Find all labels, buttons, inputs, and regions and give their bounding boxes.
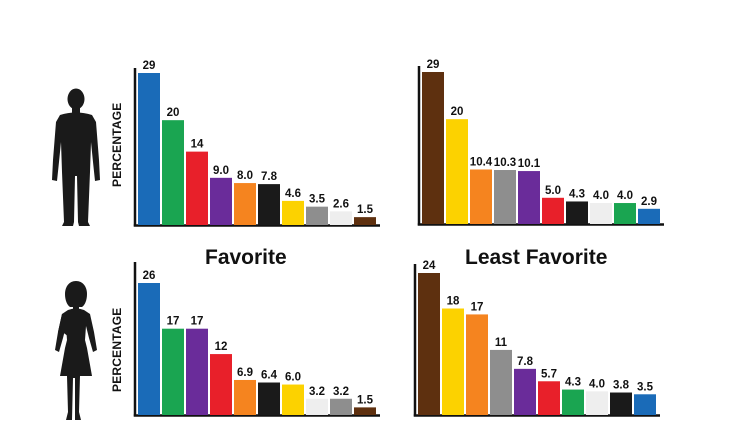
chart-men-least-favorite-bar-yellow xyxy=(446,119,468,224)
chart-men-favorite-data-label: 4.6 xyxy=(285,188,301,200)
chart-men-least-favorite-data-label: 5.0 xyxy=(545,185,561,197)
chart-women-least-favorite: 24 18 17 11 7.8 5.7 4.3 4.0 3.8 3.5 xyxy=(413,260,660,417)
chart-women-least-favorite-bar-orange xyxy=(466,314,488,415)
chart-women-favorite-data-label: 12 xyxy=(215,341,228,353)
chart-men-least-favorite-bar-purple xyxy=(518,171,540,224)
chart-women-favorite-data-label: 3.2 xyxy=(309,386,325,398)
chart-men-favorite-bar-gray xyxy=(306,206,328,225)
chart-men-favorite-data-label: 7.8 xyxy=(261,171,278,183)
chart-women-least-favorite-data-label: 5.7 xyxy=(541,368,557,380)
chart-men-least-favorite-bar-blue xyxy=(638,208,660,224)
chart-women-favorite-bar-yellow xyxy=(282,384,304,415)
chart-men-favorite-data-label: 8.0 xyxy=(237,170,253,182)
chart-women-favorite-bar-black xyxy=(258,382,280,415)
chart-women-favorite-bar-gray xyxy=(330,398,352,415)
chart-men-favorite-bar-purple xyxy=(210,177,232,225)
chart-men-least-favorite-bar-brown xyxy=(422,72,444,224)
chart-women-favorite-data-label: 6.0 xyxy=(285,372,301,384)
chart-men-favorite-bar-blue xyxy=(138,73,160,225)
chart-women-least-favorite-data-label: 4.3 xyxy=(565,377,581,389)
chart-women-favorite: 26 17 17 12 6.9 6.4 6.0 3.2 3.2 1.5 xyxy=(133,262,380,417)
chart-men-least-favorite-bar-gray xyxy=(494,170,516,224)
chart-women-least-favorite-data-label: 4.0 xyxy=(589,378,605,390)
chart-women-favorite-data-label: 17 xyxy=(191,316,204,328)
chart-women-favorite-bar-purple xyxy=(186,328,208,415)
chart-women-favorite-bar-green xyxy=(162,328,184,415)
chart-men-favorite-data-label: 20 xyxy=(167,107,180,119)
chart-women-least-favorite-data-label: 7.8 xyxy=(517,356,534,368)
chart-men-least-favorite-data-label: 10.3 xyxy=(494,157,516,169)
chart-women-favorite-bar-orange xyxy=(234,379,256,415)
chart-women-favorite-data-label: 26 xyxy=(143,270,156,282)
chart-women-least-favorite-bar-yellow xyxy=(442,308,464,415)
chart-men-least-favorite-data-label: 20 xyxy=(451,106,464,118)
chart-women-least-favorite-data-label: 18 xyxy=(447,296,460,308)
least-favorite-heading: Least Favorite xyxy=(465,246,608,269)
chart-women-favorite-data-label: 17 xyxy=(167,316,180,328)
chart-women-favorite-bar-blue xyxy=(138,283,160,415)
chart-women-favorite-bar-brown xyxy=(354,407,376,415)
chart-men-favorite-bar-red xyxy=(186,151,208,225)
chart-women-favorite-data-label: 6.9 xyxy=(237,367,253,379)
chart-men-least-favorite: 29 20 10.4 10.3 10.1 5.0 4.3 4.0 4.0 2.9 xyxy=(417,59,664,226)
chart-women-least-favorite-bar-white xyxy=(586,391,608,415)
chart-men-favorite-bar-brown xyxy=(354,217,376,225)
chart-men-least-favorite-data-label: 10.4 xyxy=(470,156,493,168)
chart-women-favorite-bar-red xyxy=(210,354,232,415)
chart-women-least-favorite-bar-purple xyxy=(514,368,536,415)
chart-women-least-favorite-bar-green xyxy=(562,389,584,415)
chart-men-least-favorite-data-label: 4.0 xyxy=(593,190,609,202)
chart-men-least-favorite-data-label: 29 xyxy=(427,59,440,71)
chart-women-favorite-data-label: 3.2 xyxy=(333,386,349,398)
favorite-heading: Favorite xyxy=(205,246,287,269)
chart-men-favorite-data-label: 2.6 xyxy=(333,198,349,210)
chart-men-least-favorite-bar-black xyxy=(566,201,588,224)
man-silhouette-icon xyxy=(52,88,100,226)
chart-women-least-favorite-data-label: 3.8 xyxy=(613,380,630,392)
chart-women-least-favorite-data-label: 24 xyxy=(423,260,436,272)
chart-women-least-favorite-bar-black xyxy=(610,392,632,415)
chart-men-least-favorite-bar-orange xyxy=(470,169,492,224)
chart-men-favorite-bar-white xyxy=(330,211,352,225)
chart-women-least-favorite-bar-brown xyxy=(418,273,440,415)
chart-men-least-favorite-data-label: 4.3 xyxy=(569,188,585,200)
chart-women-least-favorite-bar-blue xyxy=(634,394,656,415)
chart-men-least-favorite-data-label: 10.1 xyxy=(518,158,541,170)
chart-women-favorite-data-label: 6.4 xyxy=(261,370,278,382)
chart-men-favorite-bar-black xyxy=(258,184,280,225)
chart-men-favorite-data-label: 14 xyxy=(191,139,204,151)
chart-women-favorite-bar-white xyxy=(306,398,328,415)
chart-men-favorite: 29 20 14 9.0 8.0 7.8 4.6 3.5 2.6 1.5 xyxy=(133,60,380,227)
chart-men-least-favorite-bar-white xyxy=(590,203,612,224)
chart-men-least-favorite-bar-red xyxy=(542,197,564,224)
chart-women-favorite-data-label: 1.5 xyxy=(357,394,374,406)
chart-men-favorite-data-label: 1.5 xyxy=(357,204,374,216)
chart-men-least-favorite-bar-green xyxy=(614,203,636,224)
chart-women-least-favorite-data-label: 3.5 xyxy=(637,381,654,393)
chart-women-least-favorite-data-label: 17 xyxy=(471,301,484,313)
chart-women-least-favorite-bar-gray xyxy=(490,349,512,415)
chart-women-least-favorite-data-label: 11 xyxy=(495,337,508,349)
chart-men-favorite-data-label: 29 xyxy=(143,60,156,72)
chart-men-favorite-data-label: 3.5 xyxy=(309,194,326,206)
chart-men-favorite-data-label: 9.0 xyxy=(213,165,229,177)
chart-men-favorite-bar-orange xyxy=(234,183,256,225)
woman-silhouette-icon xyxy=(55,281,97,420)
chart-men-least-favorite-data-label: 4.0 xyxy=(617,190,633,202)
chart-men-least-favorite-data-label: 2.9 xyxy=(641,196,657,208)
chart-men-favorite-bar-green xyxy=(162,120,184,225)
chart-men-favorite-bar-yellow xyxy=(282,200,304,225)
chart-women-least-favorite-bar-red xyxy=(538,381,560,415)
